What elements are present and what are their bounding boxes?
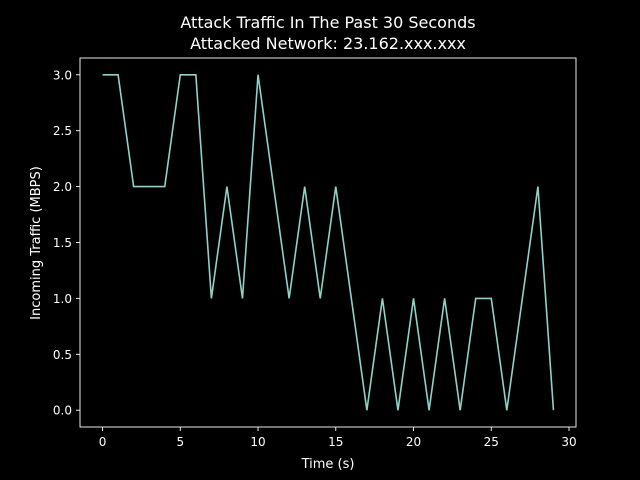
y-tick-label-4: 2.0 [53, 180, 72, 194]
x-tick-label-0: 0 [99, 435, 107, 449]
x-axis-label: Time (s) [301, 457, 355, 472]
x-tick-label-3: 15 [328, 435, 343, 449]
x-tick-label-2: 10 [250, 435, 265, 449]
y-tick-label-6: 3.0 [53, 68, 72, 82]
chart-subtitle: Attacked Network: 23.162.xxx.xxx [190, 34, 466, 53]
y-axis-label: Incoming Traffic (MBPS) [29, 166, 44, 320]
y-tick-label-5: 2.5 [53, 124, 72, 138]
x-tick-label-6: 30 [561, 435, 576, 449]
y-tick-label-1: 0.5 [53, 348, 72, 362]
plot-area: 0 5 10 15 20 25 30 0.0 0.5 1.0 1.5 2.0 2.5 3.0 [53, 57, 577, 449]
y-tick-label-3: 1.5 [53, 236, 72, 250]
x-tick-label-1: 5 [176, 435, 184, 449]
y-tick-label-0: 0.0 [53, 404, 72, 418]
x-tick-label-4: 20 [406, 435, 421, 449]
x-tick-label-5: 25 [484, 435, 499, 449]
series-line-0 [102, 73, 555, 411]
chart-title: Attack Traffic In The Past 30 Seconds [180, 13, 475, 32]
y-tick-label-2: 1.0 [53, 292, 72, 306]
